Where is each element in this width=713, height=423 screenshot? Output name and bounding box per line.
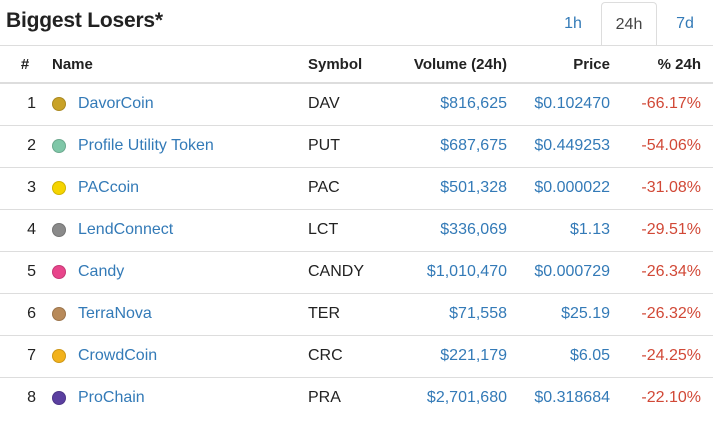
name-cell: CrowdCoin [42, 334, 300, 377]
volume-link[interactable]: $336,069 [440, 221, 507, 238]
table-row: 2 Profile Utility Token PUT $687,675 $0.… [0, 124, 713, 167]
tab-1h[interactable]: 1h [564, 14, 582, 32]
name-cell: ProChain [42, 376, 300, 419]
price-link[interactable]: $25.19 [561, 305, 610, 322]
tab-24h[interactable]: 24h [601, 2, 657, 46]
volume-link[interactable]: $2,701,680 [426, 389, 507, 407]
coin-name-link[interactable]: Profile Utility Token [78, 137, 214, 154]
price-link[interactable]: $1.13 [569, 221, 610, 238]
change-cell: -26.32% [618, 292, 713, 335]
profile-utility-token-icon [52, 139, 66, 153]
rank-cell: 3 [0, 166, 42, 209]
coin-name-link[interactable]: PACcoin [78, 179, 140, 196]
symbol-cell: CRC [300, 334, 395, 377]
table-header-row: # Name Symbol Volume (24h) Price % 24h [0, 46, 713, 84]
crowdcoin-icon [52, 349, 66, 363]
coin-name-link[interactable]: LendConnect [78, 221, 174, 238]
volume-link[interactable]: $816,625 [440, 95, 507, 113]
rank-cell: 4 [0, 208, 42, 251]
table-row: 1 DavorCoin DAV $816,625 $0.102470 -66.1… [0, 83, 713, 125]
symbol-cell: PUT [300, 124, 395, 167]
change-cell: -29.51% [618, 208, 713, 251]
symbol-cell: LCT [300, 208, 395, 251]
change-cell: -26.34% [618, 250, 713, 293]
widget-title: Biggest Losers* [6, 9, 163, 32]
volume-link[interactable]: $687,675 [440, 137, 507, 154]
table-row: 5 Candy CANDY $1,010,470 $0.000729 -26.3… [0, 250, 713, 293]
price-link[interactable]: $0.318684 [534, 389, 610, 407]
coin-name-link[interactable]: ProChain [78, 389, 145, 407]
price-link[interactable]: $0.000022 [534, 179, 610, 196]
volume-link[interactable]: $221,179 [440, 347, 507, 364]
timeframe-tabs: 1h 24h 7d [545, 2, 713, 46]
paccoin-icon [52, 181, 66, 195]
price-link[interactable]: $0.449253 [534, 137, 610, 154]
volume-link[interactable]: $71,558 [449, 305, 507, 322]
column-header-volume: Volume (24h) [395, 46, 515, 84]
name-cell: LendConnect [42, 208, 300, 251]
symbol-cell: CANDY [300, 250, 395, 293]
column-header-rank: # [0, 46, 42, 84]
price-link[interactable]: $0.102470 [534, 95, 610, 113]
symbol-cell: PRA [300, 376, 395, 419]
column-header-symbol: Symbol [300, 46, 395, 84]
price-link[interactable]: $6.05 [569, 347, 610, 364]
change-cell: -54.06% [618, 124, 713, 167]
tab-7d[interactable]: 7d [676, 14, 694, 32]
rank-cell: 8 [0, 376, 42, 419]
table-row: 7 CrowdCoin CRC $221,179 $6.05 -24.25% [0, 334, 713, 377]
coin-name-link[interactable]: DavorCoin [78, 95, 154, 113]
table-row: 3 PACcoin PAC $501,328 $0.000022 -31.08% [0, 166, 713, 209]
davorcoin-icon [52, 97, 66, 112]
volume-link[interactable]: $1,010,470 [426, 263, 507, 280]
candy-icon [52, 265, 66, 279]
tab-divider [0, 45, 713, 46]
rank-cell: 7 [0, 334, 42, 377]
coin-name-link[interactable]: TerraNova [78, 305, 152, 322]
name-cell: PACcoin [42, 166, 300, 209]
column-header-name: Name [42, 46, 300, 84]
lendconnect-icon [52, 223, 66, 237]
rank-cell: 6 [0, 292, 42, 335]
coin-name-link[interactable]: Candy [78, 263, 125, 280]
terranova-icon [52, 307, 66, 321]
price-link[interactable]: $0.000729 [534, 263, 610, 280]
change-cell: -24.25% [618, 334, 713, 377]
symbol-cell: PAC [300, 166, 395, 209]
change-cell: -22.10% [618, 376, 713, 419]
table-row: 6 TerraNova TER $71,558 $25.19 -26.32% [0, 292, 713, 335]
volume-link[interactable]: $501,328 [440, 179, 507, 196]
name-cell: Profile Utility Token [42, 124, 300, 167]
rank-cell: 2 [0, 124, 42, 167]
losers-table: # Name Symbol Volume (24h) Price % 24h 1… [0, 46, 713, 419]
table-row: 4 LendConnect LCT $336,069 $1.13 -29.51% [0, 208, 713, 251]
name-cell: Candy [42, 250, 300, 293]
column-header-change: % 24h [618, 46, 713, 84]
prochain-icon [52, 391, 66, 406]
change-cell: -31.08% [618, 166, 713, 209]
rank-cell: 5 [0, 250, 42, 293]
change-cell: -66.17% [641, 95, 701, 113]
name-cell: DavorCoin [42, 83, 300, 125]
coin-name-link[interactable]: CrowdCoin [78, 347, 158, 364]
column-header-price: Price [515, 46, 618, 84]
widget-header: Biggest Losers* 1h 24h 7d [0, 0, 713, 46]
rank-cell: 1 [27, 95, 36, 113]
symbol-cell: TER [300, 292, 395, 335]
symbol-cell: DAV [308, 95, 340, 113]
table-row: 8 ProChain PRA $2,701,680 $0.318684 -22.… [0, 376, 713, 419]
name-cell: TerraNova [42, 292, 300, 335]
